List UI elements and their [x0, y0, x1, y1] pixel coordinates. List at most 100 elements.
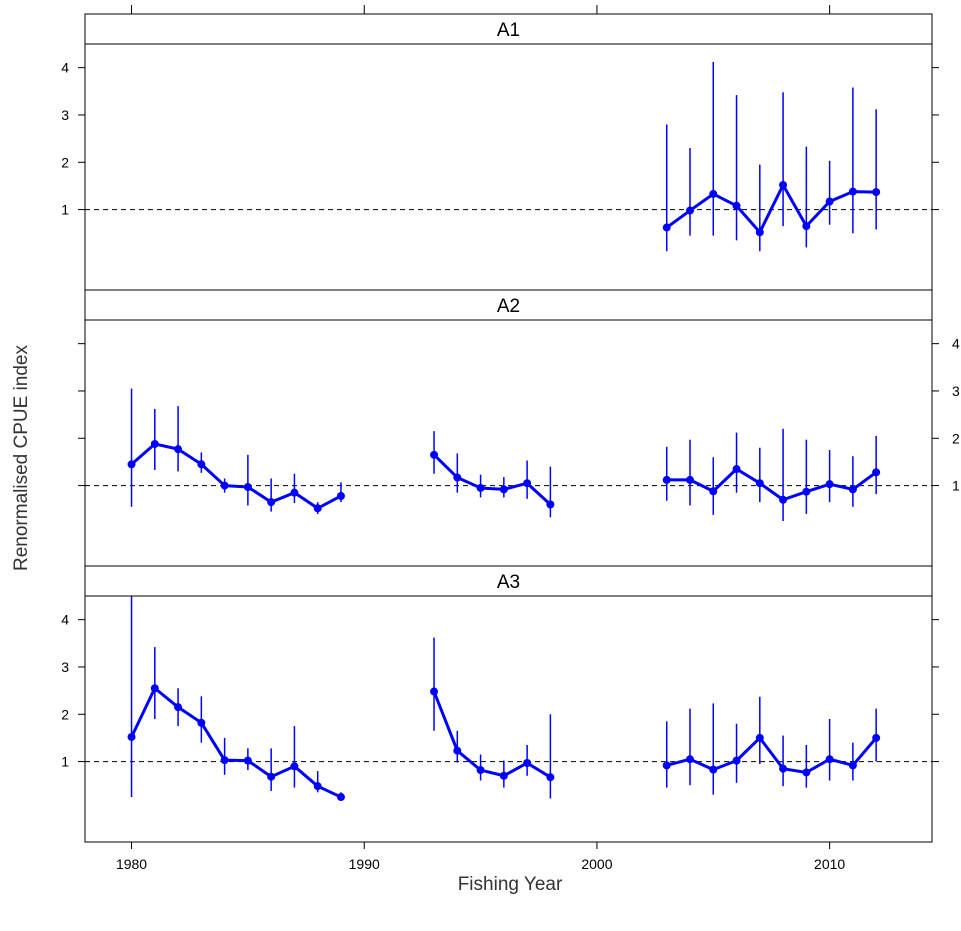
data-point [755, 733, 764, 742]
data-point [150, 684, 159, 693]
data-point [453, 473, 462, 482]
data-point [220, 756, 229, 765]
series-line [130, 442, 342, 510]
data-point [872, 468, 881, 477]
y-tick-label: 4 [61, 612, 69, 628]
data-point [825, 480, 834, 489]
panel-frame [84, 319, 933, 567]
axes-layer: 1980 1990 2000 2010 [84, 5, 933, 872]
y-tick-label: 1 [61, 202, 69, 218]
x-tick-label: 1980 [116, 856, 147, 872]
y-tick-label: 2 [952, 430, 960, 446]
x-axis-title: Fishing Year [458, 874, 563, 895]
y-tick-label: 4 [952, 336, 960, 352]
data-point [523, 479, 532, 488]
panels-layer: A1 1 2 3 4 A2 1 2 3 4 A3 1 2 3 4 [61, 13, 960, 843]
data-point [476, 766, 485, 775]
data-point [779, 764, 788, 773]
data-point [872, 733, 881, 742]
y-tick-label: 2 [61, 154, 69, 170]
panel-A1: A1 1 2 3 4 [61, 13, 939, 291]
data-point [662, 223, 671, 232]
data-point [848, 761, 857, 770]
data-point [476, 483, 485, 492]
series-line [665, 183, 877, 234]
data-point [779, 495, 788, 504]
data-point [313, 504, 322, 513]
data-point [709, 487, 718, 496]
series-line [432, 453, 552, 506]
data-point [779, 180, 788, 189]
y-tick-label: 4 [61, 60, 69, 76]
data-point [802, 487, 811, 496]
data-point [174, 445, 183, 454]
data-point [336, 491, 345, 500]
strip-label: A2 [497, 296, 520, 317]
data-point [197, 718, 206, 727]
x-tick-label: 2000 [581, 856, 612, 872]
data-point [848, 187, 857, 196]
series-line [130, 686, 342, 799]
data-point [872, 188, 881, 197]
data-point [662, 475, 671, 484]
data-point [709, 765, 718, 774]
data-point [848, 485, 857, 494]
data-point [290, 488, 299, 497]
data-point [430, 450, 439, 459]
data-point [430, 687, 439, 696]
data-point [732, 465, 741, 474]
data-point [453, 746, 462, 755]
data-point [174, 703, 183, 712]
panel-frame [84, 43, 933, 291]
data-point [499, 485, 508, 494]
data-point [523, 758, 532, 767]
data-point [127, 732, 136, 741]
data-point [267, 772, 276, 781]
data-point [150, 439, 159, 448]
y-axis-title: Renormalised CPUE index [11, 345, 32, 571]
strip-label: A3 [497, 572, 520, 593]
data-point [686, 206, 694, 215]
y-tick-label: 3 [61, 659, 69, 675]
data-point [336, 793, 345, 802]
series-A2-2 [430, 431, 555, 518]
x-tick-label: 2010 [814, 856, 845, 872]
data-point [220, 481, 229, 490]
data-point [243, 482, 252, 491]
x-tick-label: 1990 [349, 856, 380, 872]
data-point [243, 756, 252, 765]
series-A2-3 [662, 428, 881, 522]
panel-frame [84, 595, 933, 843]
data-point [267, 498, 276, 507]
series-line [666, 467, 878, 502]
y-tick-label: 1 [952, 478, 960, 494]
data-point [127, 460, 136, 469]
series-A2-1 [127, 388, 345, 514]
data-point [197, 460, 206, 469]
data-point [825, 755, 834, 764]
panel-A3: A3 1 2 3 4 [61, 565, 939, 843]
series-line [666, 736, 878, 774]
data-point [499, 771, 508, 780]
series-A3-1 [127, 596, 345, 802]
data-point [546, 773, 555, 782]
strip-label: A1 [497, 20, 520, 41]
y-tick-label: 2 [61, 706, 69, 722]
data-point [802, 768, 811, 777]
data-point [709, 189, 718, 198]
data-point [825, 197, 834, 206]
data-point [686, 475, 694, 484]
y-tick-label: 1 [61, 754, 69, 770]
panel-A2: A2 1 2 3 4 [78, 289, 960, 567]
y-tick-label: 3 [952, 383, 960, 399]
data-point [755, 479, 764, 488]
data-point [802, 222, 811, 231]
data-point [732, 756, 741, 765]
strip-box [84, 565, 933, 597]
data-point [686, 755, 694, 764]
series-A3-2 [430, 637, 555, 799]
series-A3-3 [662, 696, 881, 795]
series-line [432, 691, 552, 779]
data-point [732, 201, 741, 210]
series-A1-1 [662, 61, 881, 252]
